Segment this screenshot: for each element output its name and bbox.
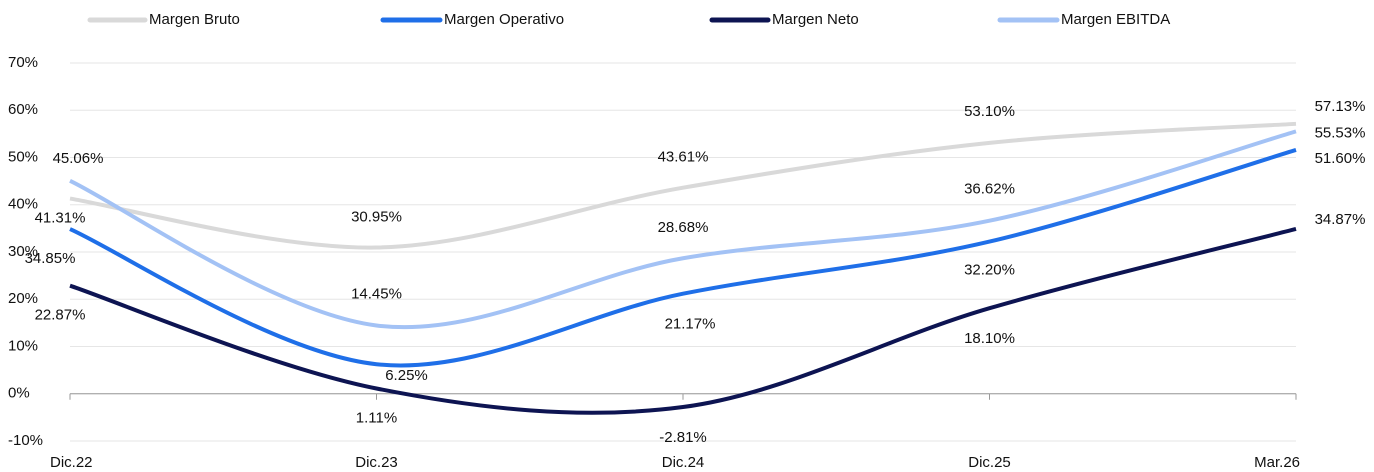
x-tick-label: Dic.23 (355, 454, 398, 471)
data-label: 1.11% (356, 409, 397, 426)
x-tick-label: Dic.22 (50, 454, 93, 471)
data-label: 53.10% (964, 103, 1015, 120)
legend-label: Margen Bruto (149, 11, 240, 28)
data-label: 18.10% (964, 330, 1015, 347)
data-label: 51.60% (1315, 150, 1366, 167)
series-line (69, 121, 1297, 250)
data-label: 30.95% (351, 208, 402, 225)
x-tick-label: Dic.24 (662, 454, 705, 471)
data-label: 6.25% (385, 367, 428, 384)
legend-label: Margen EBITDA (1061, 11, 1170, 28)
data-label: 22.87% (35, 307, 86, 324)
legend-label: Margen Neto (772, 11, 859, 28)
y-tick-label: 40% (8, 196, 38, 213)
x-tick-label: Dic.25 (968, 454, 1011, 471)
data-label: 36.62% (964, 181, 1015, 198)
series-line (69, 148, 1297, 368)
y-tick-label: 30% (8, 243, 38, 260)
data-label: -2.81% (659, 429, 707, 446)
y-tick-label: 70% (8, 54, 38, 71)
data-label: 32.20% (964, 262, 1015, 279)
data-label: 14.45% (351, 285, 402, 302)
data-label: 41.31% (35, 210, 86, 227)
data-label: 57.13% (1315, 98, 1366, 115)
data-label: 28.68% (658, 219, 709, 236)
legend-label: Margen Operativo (444, 11, 564, 28)
series-line (69, 227, 1297, 415)
y-tick-label: 60% (8, 101, 38, 118)
data-label: 34.85% (25, 250, 76, 267)
y-tick-label: 50% (8, 148, 38, 165)
data-label: 45.06% (53, 150, 104, 167)
data-label: 34.87% (1315, 211, 1366, 228)
y-tick-label: -10% (8, 432, 43, 449)
y-tick-label: 20% (8, 290, 38, 307)
series-line (69, 129, 1297, 330)
data-label: 55.53% (1315, 124, 1366, 141)
y-tick-label: 10% (8, 337, 38, 354)
y-tick-label: 0% (8, 385, 30, 402)
data-label: 21.17% (665, 316, 716, 333)
data-label: 43.61% (658, 149, 709, 166)
x-tick-label: Mar.26 (1254, 454, 1300, 471)
